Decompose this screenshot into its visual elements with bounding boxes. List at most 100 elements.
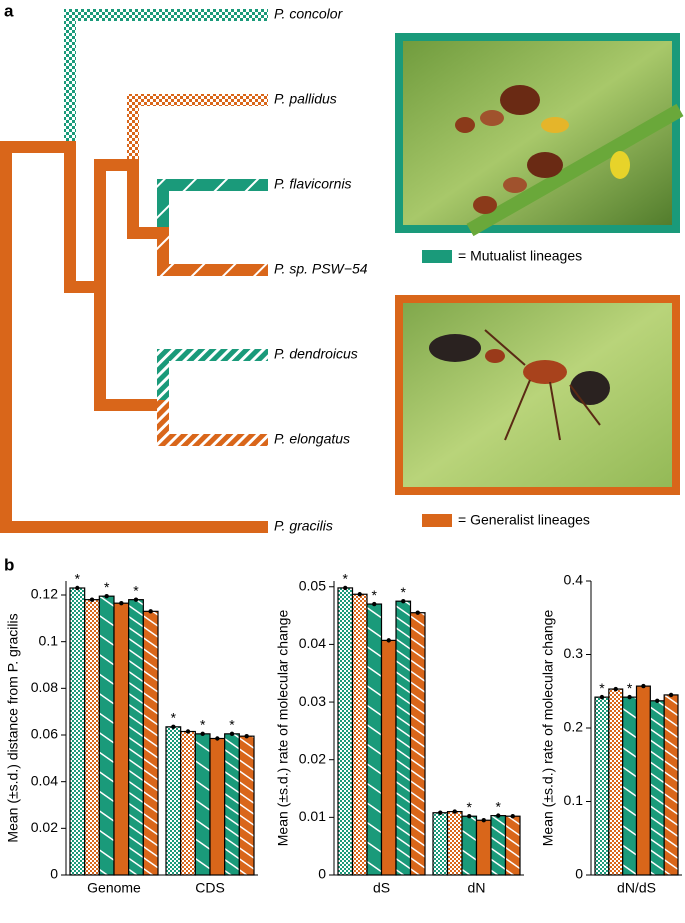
- error-dot: [496, 813, 501, 818]
- significance-label: *: [467, 799, 473, 815]
- significance-label: *: [229, 717, 235, 733]
- y-tick-label: 0: [575, 866, 583, 882]
- error-dot: [119, 600, 124, 606]
- error-dot: [171, 724, 176, 730]
- error-dot: [372, 601, 377, 607]
- y-tick-label: 0.2: [564, 719, 584, 735]
- error-dot: [75, 585, 80, 591]
- bar: [409, 612, 426, 876]
- significance-label: *: [343, 571, 349, 587]
- significance-label: *: [104, 579, 110, 595]
- y-tick-label: 0.06: [31, 726, 58, 742]
- error-dot: [200, 731, 205, 737]
- branch: [127, 94, 268, 159]
- y-tick-label: 0.3: [564, 645, 584, 661]
- error-dot: [613, 686, 618, 692]
- significance-label: *: [372, 587, 378, 603]
- error-dot: [343, 585, 348, 591]
- branch: [157, 349, 268, 400]
- bar: [351, 593, 368, 876]
- x-tick-label: Genome: [87, 880, 141, 896]
- bar: [165, 726, 182, 876]
- species-label: P. flavicornis: [274, 176, 352, 192]
- error-dot: [655, 698, 660, 704]
- error-dot: [244, 733, 249, 739]
- y-tick-label: 0.02: [31, 819, 58, 835]
- y-tick-label: 0.04: [299, 635, 326, 651]
- bar: [608, 688, 624, 876]
- bar: [69, 587, 86, 876]
- bar: [84, 599, 100, 876]
- y-tick-label: 0.12: [31, 586, 58, 602]
- bar: [209, 737, 226, 876]
- bar: [224, 733, 240, 876]
- error-dot: [481, 818, 486, 823]
- legend-swatch: [422, 514, 452, 527]
- y-tick-label: 0.1: [564, 792, 584, 808]
- error-dot: [510, 814, 515, 819]
- bar: [635, 685, 651, 876]
- species-label: P. concolor: [274, 6, 344, 22]
- error-dot: [452, 809, 457, 814]
- species-label: P. dendroicus: [274, 346, 358, 362]
- error-dot: [215, 736, 220, 741]
- error-dot: [401, 598, 406, 604]
- y-tick-label: 0: [318, 866, 326, 882]
- branch: [0, 141, 268, 533]
- x-tick-label: CDS: [195, 880, 225, 896]
- significance-label: *: [599, 680, 605, 696]
- y-tick-label: 0.05: [299, 577, 326, 593]
- bar: [380, 639, 397, 876]
- significance-label: *: [496, 798, 502, 814]
- bar: [446, 810, 463, 876]
- y-axis-label: Mean (±s.d.) rate of molecular change: [540, 610, 556, 847]
- significance-label: *: [171, 710, 177, 726]
- y-axis-label: Mean (±s.d.) distance from P. gracilis: [5, 613, 21, 842]
- error-dot: [415, 610, 420, 615]
- error-dot: [438, 810, 443, 815]
- bar: [113, 602, 130, 876]
- bar: [461, 815, 478, 876]
- bar: [622, 696, 638, 876]
- bar: [395, 600, 412, 876]
- y-tick-label: 0: [50, 866, 58, 882]
- panel-label: b: [4, 555, 14, 574]
- error-dot: [229, 731, 235, 737]
- error-dot: [599, 694, 605, 700]
- error-dot: [185, 729, 191, 734]
- y-tick-label: 0.01: [299, 808, 326, 824]
- species-label: P. gracilis: [274, 518, 333, 534]
- y-tick-label: 0.02: [299, 750, 326, 766]
- bar: [475, 819, 492, 876]
- legend-swatch: [422, 250, 452, 263]
- legend-label: = Mutualist lineages: [458, 248, 582, 264]
- bar: [490, 815, 507, 876]
- significance-label: *: [133, 582, 139, 598]
- significance-label: *: [401, 584, 407, 600]
- ant-illustration: [455, 85, 684, 237]
- bar: [504, 815, 521, 876]
- bar: [238, 735, 255, 876]
- error-dot: [104, 593, 109, 599]
- species-label: P. sp. PSW−54: [274, 261, 368, 277]
- error-dot: [668, 692, 674, 698]
- species-label: P. pallidus: [274, 91, 337, 107]
- error-dot: [357, 592, 362, 597]
- significance-label: *: [75, 571, 81, 587]
- branch: [157, 400, 268, 446]
- bar: [98, 595, 115, 876]
- y-axis-label: Mean (±s.d.) rate of molecular change: [275, 610, 291, 847]
- error-dot: [467, 814, 472, 819]
- branch: [157, 179, 268, 227]
- error-dot: [641, 683, 646, 689]
- bar: [594, 696, 610, 876]
- ant-illustration: [429, 329, 610, 441]
- x-tick-label: dN/dS: [617, 880, 656, 896]
- bar: [142, 610, 159, 876]
- error-dot: [89, 597, 95, 602]
- species-label: P. elongatus: [274, 431, 350, 447]
- bar: [432, 812, 449, 876]
- panel-label: a: [4, 1, 14, 20]
- branch: [64, 9, 268, 141]
